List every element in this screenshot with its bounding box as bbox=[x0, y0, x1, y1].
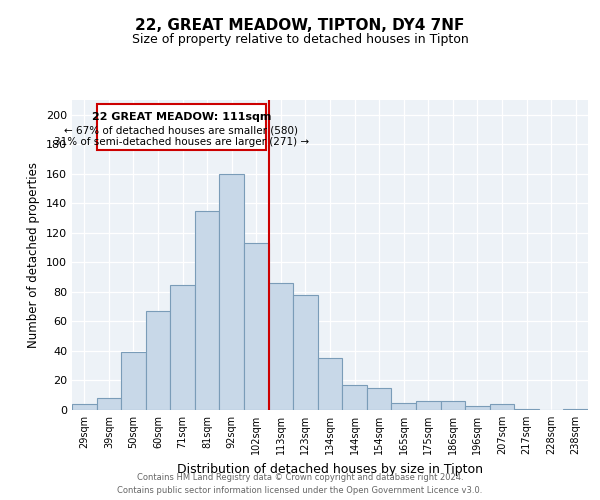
Bar bbox=[342, 385, 367, 410]
X-axis label: Distribution of detached houses by size in Tipton: Distribution of detached houses by size … bbox=[177, 462, 483, 475]
Bar bbox=[416, 401, 440, 410]
Text: 22, GREAT MEADOW, TIPTON, DY4 7NF: 22, GREAT MEADOW, TIPTON, DY4 7NF bbox=[136, 18, 464, 32]
Text: Size of property relative to detached houses in Tipton: Size of property relative to detached ho… bbox=[131, 32, 469, 46]
Bar bbox=[269, 283, 293, 410]
Text: ← 67% of detached houses are smaller (580): ← 67% of detached houses are smaller (58… bbox=[64, 125, 298, 135]
Text: 22 GREAT MEADOW: 111sqm: 22 GREAT MEADOW: 111sqm bbox=[92, 112, 271, 122]
Bar bbox=[367, 388, 391, 410]
Bar bbox=[490, 404, 514, 410]
Bar bbox=[563, 408, 588, 410]
Y-axis label: Number of detached properties: Number of detached properties bbox=[28, 162, 40, 348]
Bar bbox=[293, 295, 318, 410]
Bar bbox=[72, 404, 97, 410]
Bar bbox=[465, 406, 490, 410]
Bar bbox=[440, 401, 465, 410]
Bar bbox=[391, 402, 416, 410]
Bar bbox=[244, 243, 269, 410]
Text: 31% of semi-detached houses are larger (271) →: 31% of semi-detached houses are larger (… bbox=[54, 137, 309, 147]
Text: Contains HM Land Registry data © Crown copyright and database right 2024.: Contains HM Land Registry data © Crown c… bbox=[137, 472, 463, 482]
Bar bbox=[514, 408, 539, 410]
Text: Contains public sector information licensed under the Open Government Licence v3: Contains public sector information licen… bbox=[118, 486, 482, 495]
Bar bbox=[121, 352, 146, 410]
Bar bbox=[220, 174, 244, 410]
Bar bbox=[97, 398, 121, 410]
Bar bbox=[318, 358, 342, 410]
Bar bbox=[170, 284, 195, 410]
Bar bbox=[146, 311, 170, 410]
FancyBboxPatch shape bbox=[97, 104, 266, 150]
Bar bbox=[195, 210, 220, 410]
